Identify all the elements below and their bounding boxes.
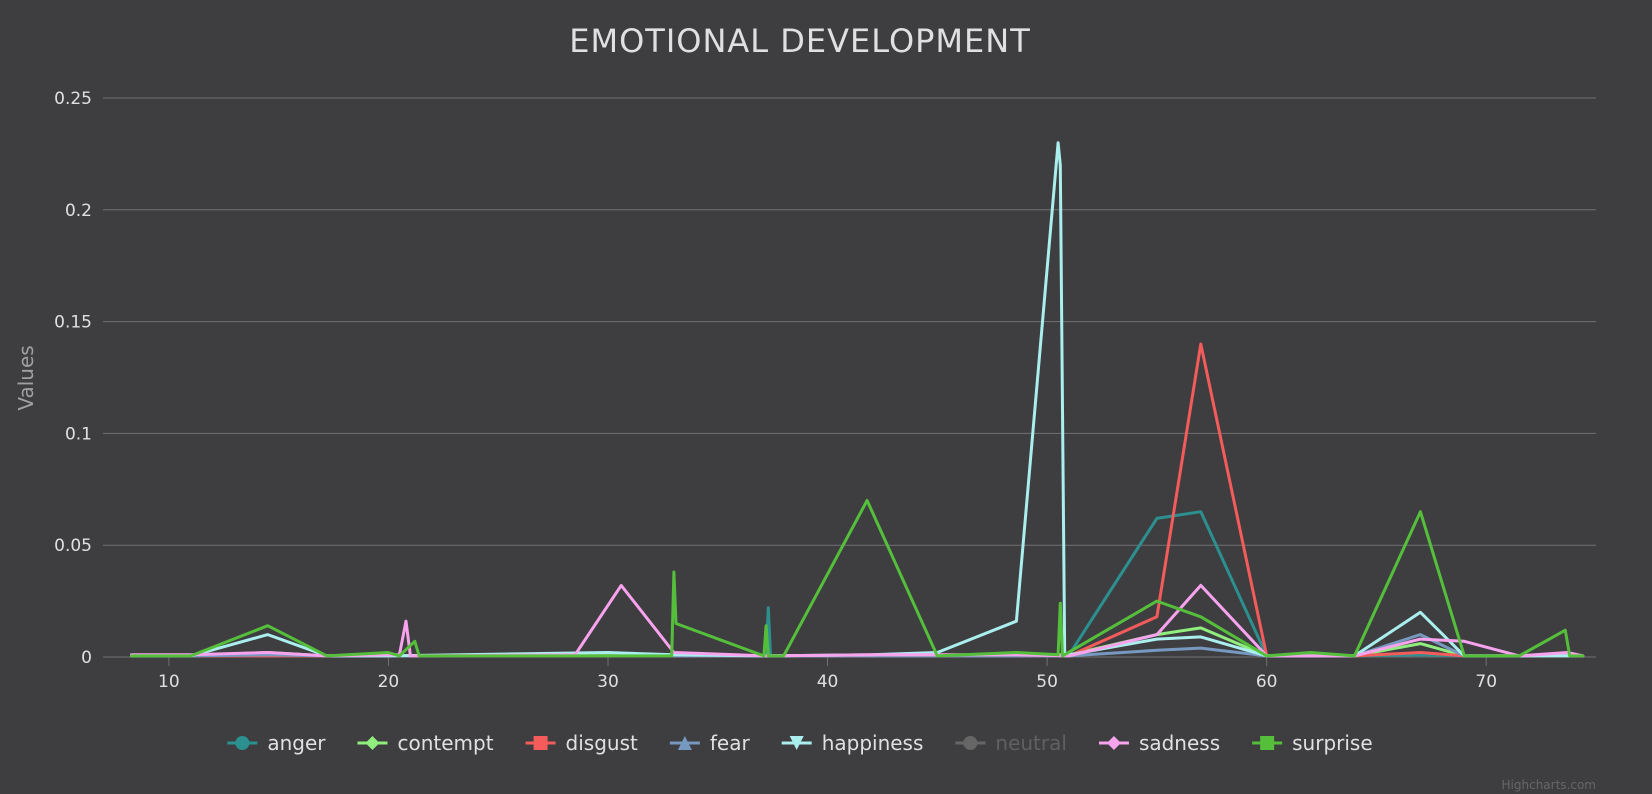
series-lines: [130, 141, 1585, 658]
legend-item-disgust[interactable]: disgust: [525, 731, 638, 755]
x-tick-label: 70: [1475, 672, 1497, 692]
y-tick-label: 0.1: [65, 424, 92, 444]
legend-item-neutral[interactable]: neutral: [955, 731, 1067, 755]
x-tick-label: 10: [158, 672, 180, 692]
legend-label: neutral: [995, 731, 1067, 755]
legend-item-happiness[interactable]: happiness: [781, 731, 924, 755]
chart-title: EMOTIONAL DEVELOPMENT: [569, 22, 1030, 60]
legend-item-sadness[interactable]: sadness: [1098, 731, 1220, 755]
legend-label: surprise: [1292, 731, 1373, 755]
legend-marker-triangle-down-icon: [789, 736, 804, 750]
x-tick-label: 50: [1036, 672, 1058, 692]
series-line-surprise[interactable]: [130, 499, 1585, 658]
legend-marker-diamond-icon: [365, 736, 380, 750]
legend-item-anger[interactable]: anger: [227, 731, 326, 755]
series-line-disgust[interactable]: [130, 342, 1585, 658]
legend-item-contempt[interactable]: contempt: [357, 731, 494, 755]
credit-link[interactable]: Highcharts.com: [1502, 778, 1596, 792]
legend-item-surprise[interactable]: surprise: [1252, 731, 1373, 755]
legend-item-fear[interactable]: fear: [669, 731, 751, 755]
y-tick-label: 0.25: [54, 89, 92, 109]
legend-label: disgust: [566, 731, 638, 755]
legend-label: fear: [710, 731, 751, 755]
legend: anger contempt disgust fear happiness neutral…: [227, 731, 1373, 755]
x-axis-ticks: 10 20 30 40 50 60 70: [158, 657, 1497, 692]
x-tick-label: 20: [378, 672, 400, 692]
legend-label: contempt: [397, 731, 493, 755]
y-axis-label: Values: [14, 345, 38, 410]
legend-marker-triangle-icon: [677, 736, 692, 750]
y-tick-label: 0.15: [54, 313, 92, 333]
x-tick-label: 30: [597, 672, 619, 692]
legend-marker-circle-icon: [235, 736, 250, 750]
x-tick-label: 40: [817, 672, 839, 692]
legend-marker-square-icon: [1260, 736, 1275, 750]
y-tick-label: 0.2: [65, 201, 92, 221]
legend-label: happiness: [822, 731, 924, 755]
y-tick-label: 0: [81, 648, 92, 668]
x-tick-label: 60: [1256, 672, 1278, 692]
legend-marker-diamond-icon: [1106, 736, 1121, 750]
series-line-sadness[interactable]: [130, 583, 1585, 658]
legend-label: sadness: [1139, 731, 1220, 755]
grid-lines: [103, 97, 1596, 546]
y-axis-ticks: 0 0.05 0.1 0.15 0.2 0.25: [54, 89, 92, 668]
y-tick-label: 0.05: [54, 536, 92, 556]
legend-marker-square-icon: [533, 736, 548, 750]
legend-marker-circle-icon: [963, 736, 978, 750]
legend-label: anger: [267, 731, 326, 755]
series-line-happiness[interactable]: [130, 141, 1585, 658]
